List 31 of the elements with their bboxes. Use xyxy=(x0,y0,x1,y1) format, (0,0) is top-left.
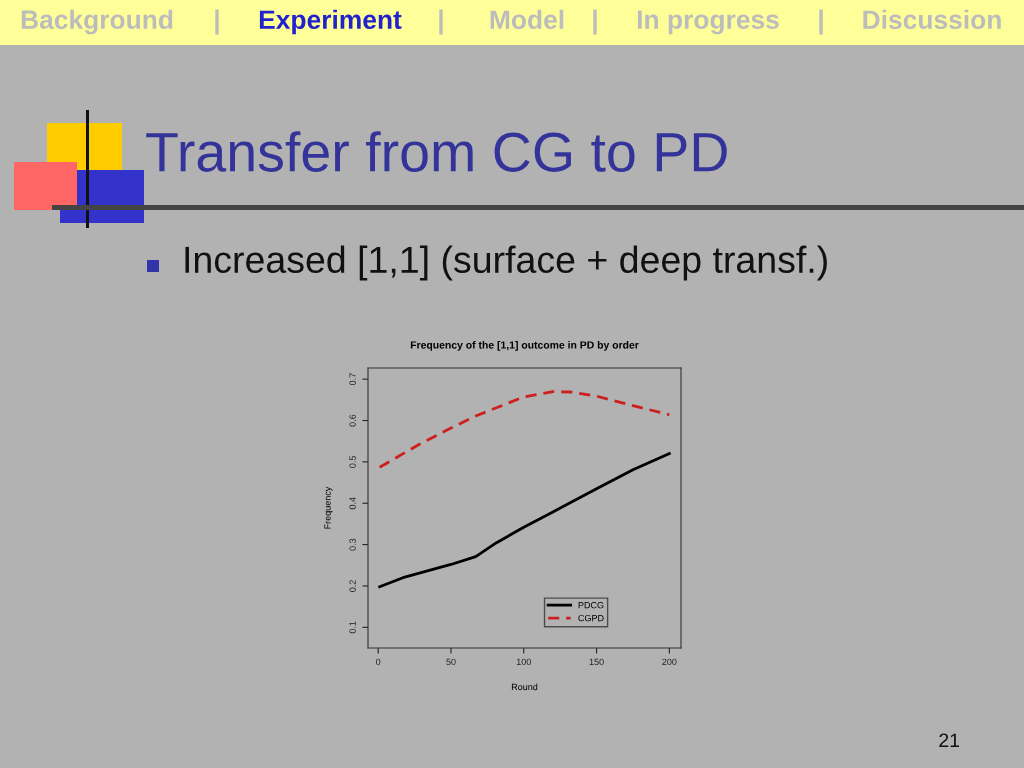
y-tick-label: 0.5 xyxy=(349,455,356,468)
text: Increased [1,1] (surface + deep transf.) xyxy=(185,245,827,281)
text: | xyxy=(439,9,443,35)
text: | xyxy=(215,9,219,35)
x-tick-label: 150 xyxy=(589,658,604,666)
y-tick-label: 0.2 xyxy=(349,580,356,592)
text: In progress xyxy=(637,10,779,35)
y-tick-label: 0.1 xyxy=(349,621,356,634)
x-axis-title: Round xyxy=(511,683,538,691)
y-tick-label: 0.3 xyxy=(349,538,356,551)
chart-title: Frequency of the [1,1] outcome in PD by order xyxy=(410,341,639,351)
y-axis-title: Frequency xyxy=(324,486,333,529)
line-series xyxy=(378,452,671,589)
legend-label: CGPD xyxy=(578,614,604,622)
x-tick-label: 0 xyxy=(376,658,381,666)
x-tick-label: 200 xyxy=(662,658,677,666)
x-tick-label: 50 xyxy=(446,658,456,666)
text: Experiment xyxy=(259,9,402,35)
text: Discussion xyxy=(863,9,1001,30)
text: Background xyxy=(21,9,173,35)
y-tick-label: 0.6 xyxy=(349,414,356,427)
text: Transfer from CG to PD xyxy=(146,131,727,172)
y-tick-label: 0.7 xyxy=(349,373,356,386)
legend-label: PDCG xyxy=(578,601,604,609)
line-series xyxy=(378,390,671,469)
y-tick-label: 0.4 xyxy=(349,497,356,510)
text: | xyxy=(593,9,597,35)
text: | xyxy=(819,9,823,35)
text: 21 xyxy=(939,733,960,748)
x-tick-label: 100 xyxy=(516,658,531,666)
text: Model xyxy=(490,9,564,30)
